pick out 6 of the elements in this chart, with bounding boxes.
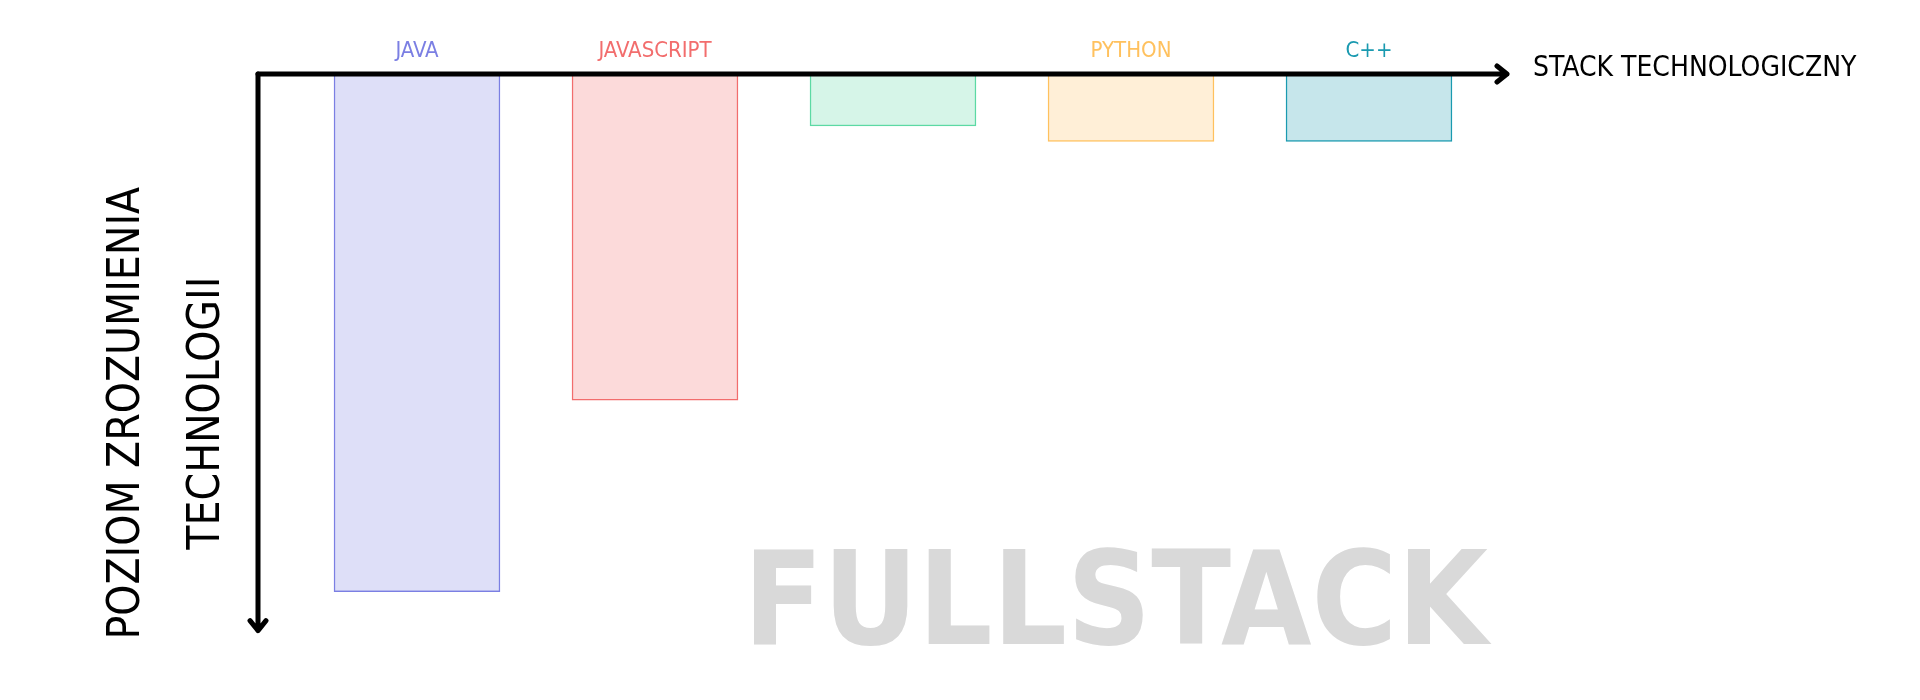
x-tick-label: PYTHON bbox=[1090, 36, 1172, 62]
x-tick-label: C++ bbox=[1345, 36, 1393, 62]
x-tick-label: JAVASCRIPT bbox=[596, 36, 713, 62]
x-tick-label: JAVA bbox=[393, 36, 440, 62]
x-axis-title: STACK TECHNOLOGICZNY bbox=[1533, 49, 1858, 83]
y-axis-title: POZIOM ZROZUMIENIA TECHNOLOGII bbox=[98, 186, 230, 640]
